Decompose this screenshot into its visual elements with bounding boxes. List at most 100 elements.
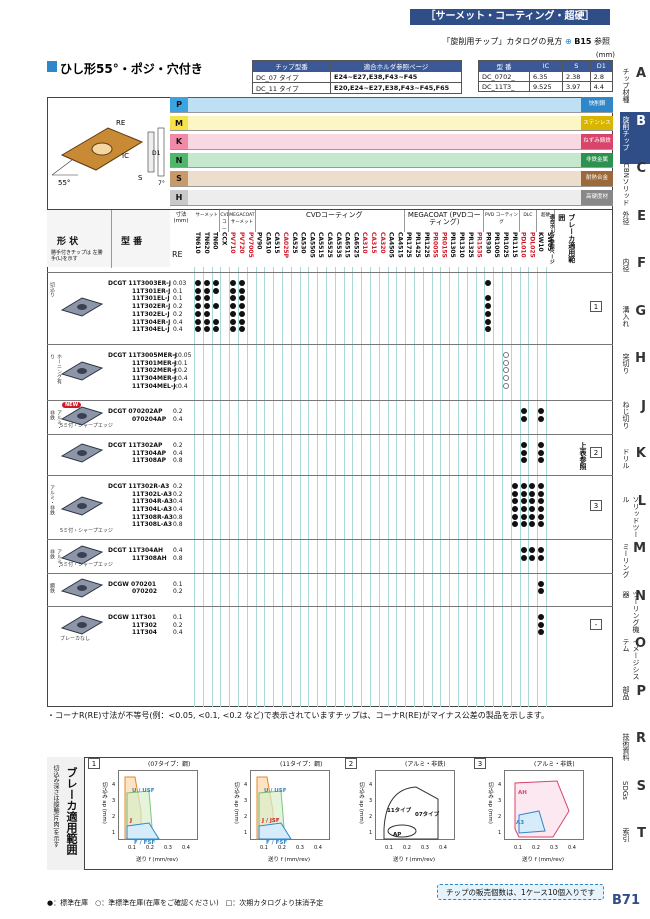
grid-line — [202, 267, 204, 707]
product-re: 0.4 — [173, 318, 183, 326]
side-tab-t[interactable]: T 索引 — [620, 824, 650, 876]
side-tab-label: ツーリング機器 — [622, 590, 640, 633]
side-tab-e[interactable]: E 外径 — [620, 207, 650, 259]
side-tab-h[interactable]: H 突切り — [620, 349, 650, 401]
grid-line — [405, 267, 407, 707]
grade-pr1325: PR1325 — [466, 232, 474, 258]
grade-ca530: CA530 — [299, 232, 307, 254]
standard-stock-mark — [520, 506, 527, 512]
standard-stock-mark — [520, 457, 527, 464]
product-model: 11T304 — [132, 629, 157, 637]
product-re: 0.4 — [173, 449, 183, 457]
semi-standard-stock-mark — [503, 375, 509, 381]
side-tab-l[interactable]: L ソリッドツール — [620, 492, 650, 544]
new-badge: NEW — [62, 402, 82, 409]
side-tab-o[interactable]: O イメージシステム — [620, 634, 650, 686]
side-tab-s[interactable]: S SDGs — [620, 777, 650, 829]
y-axis-label: 切込み ap (mm) — [358, 782, 364, 824]
standard-stock-mark — [230, 326, 237, 333]
insert-image — [60, 443, 104, 463]
semi-standard-stock-mark — [503, 359, 509, 366]
grade-ca6515: CA6515 — [343, 232, 351, 258]
side-tab-r[interactable]: R 技術資料 — [620, 729, 650, 781]
grid-line — [396, 267, 398, 707]
product-re: 0.1 — [173, 287, 183, 295]
side-tab-letter: G — [635, 303, 646, 319]
grade-tn610: TN610 — [194, 232, 201, 254]
label-re: RE — [116, 119, 125, 127]
catalog-ref-prefix: 「旋削用チップ」カタログの見方 — [442, 37, 563, 46]
product-model: 11T304ER-J — [132, 318, 171, 326]
breaker-chart — [118, 770, 198, 840]
grade-pr930: PR930 — [484, 232, 492, 254]
side-tab-n[interactable]: N ツーリング機器 — [620, 587, 650, 639]
band-code: P — [170, 97, 188, 112]
side-tab-m[interactable]: M ミーリング — [620, 539, 650, 591]
standard-stock-mark — [239, 280, 245, 286]
breaker-chart — [504, 770, 584, 840]
side-tab-letter: N — [635, 588, 646, 604]
page-number: B71 — [612, 893, 640, 908]
side-tab-g[interactable]: G 溝入れ — [620, 302, 650, 354]
catalog-ref-link[interactable]: B15 — [574, 37, 592, 46]
standard-stock-mark — [529, 554, 536, 561]
grid-line — [326, 267, 327, 707]
standard-stock-mark — [538, 441, 545, 448]
standard-stock-mark — [520, 513, 527, 520]
grade-ca320: CA320 — [378, 232, 386, 254]
product-re: <0.4 — [173, 382, 188, 390]
group-separator — [47, 343, 613, 345]
band-material: ステンレス鋼 — [581, 115, 613, 141]
product-re: 0.2 — [173, 303, 183, 311]
side-tab-k[interactable]: K ドリル — [620, 444, 650, 496]
breaker-tag: - — [590, 619, 602, 631]
standard-stock-mark — [195, 287, 201, 294]
header-dim: 寸法 (mm) — [173, 212, 189, 224]
standard-stock-mark — [239, 295, 245, 302]
shape-note: アルミ・非鉄 — [49, 484, 55, 515]
group-separator — [47, 272, 613, 273]
curve-label: 07タイプ — [415, 812, 440, 818]
curve-label: F / FSF — [134, 840, 156, 846]
x-axis-label: 送り f (mm/rev) — [268, 857, 311, 863]
shape-note: 鋼鉄 — [49, 582, 55, 593]
x-tick: 0.4 — [314, 845, 322, 851]
holder-row-b: E20,E24~E27,E38,F43~F45,F65 — [330, 82, 462, 94]
band-code: K — [170, 134, 188, 149]
product-re: 0.2 — [173, 621, 183, 629]
standard-stock-mark — [511, 482, 518, 489]
x-tick: 0.2 — [146, 845, 154, 851]
band-code: M — [170, 115, 188, 131]
side-tab-letter: J — [641, 398, 646, 414]
stock-legend: ●：標準在庫 ○：準標準在庫(在庫をご確認ください) □：次期カタログより抹消予… — [47, 899, 324, 907]
standard-stock-mark — [203, 310, 210, 317]
group-header: 超硬 — [537, 210, 555, 232]
y-tick: 2 — [369, 814, 373, 820]
standard-stock-mark — [529, 482, 536, 489]
grade-pr1225: PR1225 — [422, 232, 430, 258]
grade-tn60: TN60 — [211, 232, 219, 250]
material-band-n: N 非鉄金属 — [170, 152, 613, 169]
standard-stock-mark — [230, 303, 237, 310]
grade-ca5515: CA5515 — [317, 232, 325, 258]
product-re: 0.1 — [173, 295, 183, 303]
standard-stock-mark — [538, 506, 545, 512]
standard-stock-mark — [538, 629, 545, 636]
side-tab-j[interactable]: J ねじ切り — [620, 397, 650, 449]
side-tab-f[interactable]: F 内径 — [620, 254, 650, 306]
side-tab-p[interactable]: P 部品 — [620, 682, 650, 734]
semi-standard-stock-mark — [503, 351, 509, 358]
standard-stock-mark — [230, 287, 237, 294]
x-tick: 0.4 — [439, 845, 447, 851]
side-tab-b[interactable]: B 旋削チップ — [620, 111, 650, 164]
breaker-tag: 3 — [590, 500, 602, 511]
side-tab-a[interactable]: A チップ材種 — [620, 64, 650, 116]
side-tab-label: ドリル — [622, 448, 630, 469]
standard-stock-mark — [538, 521, 545, 528]
product-re: <0.05 — [173, 351, 192, 359]
header-shape: 形 状 — [57, 237, 79, 247]
grid-line — [378, 267, 380, 707]
grade-pr015s: PR015S — [440, 232, 448, 258]
side-tab-c[interactable]: C CBNソリッド — [620, 159, 650, 211]
x-axis-label: 送り f (mm/rev) — [393, 857, 436, 863]
